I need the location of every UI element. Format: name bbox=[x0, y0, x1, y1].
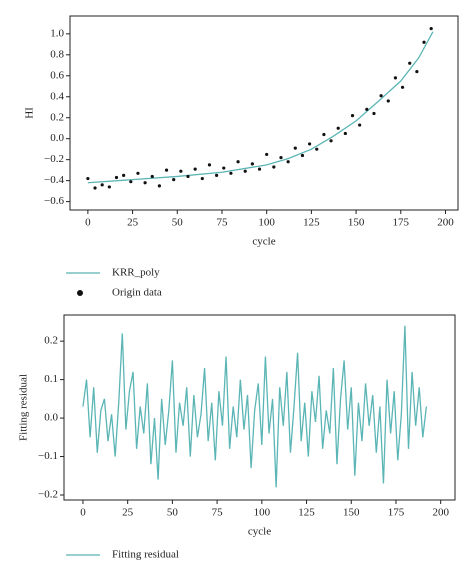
data-point bbox=[207, 163, 212, 167]
data-point bbox=[200, 176, 204, 181]
data-point bbox=[365, 107, 369, 111]
data-point bbox=[358, 123, 362, 127]
data-point bbox=[257, 167, 262, 171]
x-tick-label: 50 bbox=[172, 217, 184, 229]
data-point bbox=[350, 114, 355, 118]
data-point bbox=[143, 181, 147, 185]
data-point bbox=[172, 177, 176, 182]
legend-swatch bbox=[77, 290, 83, 296]
data-point bbox=[236, 160, 240, 164]
x-tick-label: 150 bbox=[348, 217, 365, 229]
data-point bbox=[93, 186, 97, 190]
data-point bbox=[114, 175, 119, 180]
y-tick-label: −0.2 bbox=[38, 489, 58, 501]
data-point bbox=[408, 61, 412, 65]
x-tick-label: 200 bbox=[437, 217, 454, 229]
data-point bbox=[415, 69, 419, 74]
data-point bbox=[86, 176, 90, 181]
data-point bbox=[193, 167, 197, 171]
y-axis-label: HI bbox=[24, 107, 36, 119]
plot-frame bbox=[63, 314, 456, 501]
y-tick-label: 0.2 bbox=[50, 111, 64, 123]
data-point bbox=[422, 40, 426, 44]
plot-frame bbox=[69, 15, 459, 211]
data-point bbox=[136, 171, 140, 175]
x-axis-label: cycle bbox=[248, 526, 271, 538]
y-tick-label: 0.8 bbox=[50, 48, 64, 60]
data-point bbox=[379, 94, 383, 98]
data-point bbox=[186, 174, 190, 179]
data-line bbox=[82, 325, 428, 488]
x-tick-label: 25 bbox=[122, 507, 134, 519]
data-point bbox=[300, 153, 305, 158]
x-tick-label: 75 bbox=[212, 507, 224, 519]
data-point bbox=[100, 183, 104, 187]
y-tick-label: 0.0 bbox=[44, 412, 58, 424]
data-point bbox=[293, 146, 297, 150]
data-point bbox=[129, 180, 133, 184]
data-point bbox=[386, 99, 390, 103]
y-tick-label: 0.0 bbox=[50, 132, 64, 144]
y-tick-label: 0.1 bbox=[44, 373, 58, 385]
data-point bbox=[286, 160, 290, 164]
data-point bbox=[372, 111, 376, 116]
x-tick-label: 100 bbox=[254, 507, 271, 519]
data-line bbox=[87, 31, 434, 184]
legend-label: KRR_poly bbox=[112, 267, 160, 279]
data-point bbox=[222, 166, 226, 170]
x-tick-label: 50 bbox=[167, 507, 179, 519]
y-tick-label: −0.1 bbox=[38, 450, 58, 462]
x-tick-label: 100 bbox=[258, 217, 275, 229]
data-point bbox=[322, 132, 326, 137]
data-point bbox=[150, 174, 154, 179]
data-point bbox=[250, 162, 254, 166]
data-point bbox=[279, 155, 283, 160]
data-point bbox=[229, 171, 233, 175]
data-point bbox=[429, 26, 433, 31]
legend-label: Fitting residual bbox=[112, 549, 179, 561]
x-tick-label: 125 bbox=[298, 507, 315, 519]
x-tick-label: 200 bbox=[432, 507, 449, 519]
data-point bbox=[265, 152, 269, 157]
data-point bbox=[329, 139, 333, 143]
data-point bbox=[157, 184, 162, 188]
data-point bbox=[307, 142, 312, 146]
data-point bbox=[343, 131, 347, 136]
y-tick-label: −0.4 bbox=[44, 174, 64, 186]
data-point bbox=[243, 169, 247, 173]
x-tick-label: 150 bbox=[343, 507, 360, 519]
data-point bbox=[315, 147, 319, 151]
data-point bbox=[215, 173, 219, 177]
legend-label: Origin data bbox=[112, 287, 162, 299]
data-point bbox=[164, 168, 169, 172]
data-point bbox=[179, 169, 183, 173]
x-tick-label: 0 bbox=[85, 217, 91, 229]
x-tick-label: 175 bbox=[393, 217, 410, 229]
data-point bbox=[122, 173, 126, 177]
x-tick-label: 125 bbox=[303, 217, 320, 229]
data-point bbox=[400, 85, 405, 89]
x-tick-label: 25 bbox=[127, 217, 139, 229]
x-tick-label: 0 bbox=[80, 507, 86, 519]
data-point bbox=[393, 76, 398, 80]
data-point bbox=[336, 126, 340, 130]
data-point bbox=[272, 165, 276, 169]
y-tick-label: −0.6 bbox=[44, 195, 64, 207]
x-axis-label: cycle bbox=[252, 236, 275, 248]
y-tick-label: −0.2 bbox=[44, 153, 64, 165]
y-tick-label: 1.0 bbox=[50, 27, 64, 39]
x-tick-label: 75 bbox=[216, 217, 228, 229]
data-point bbox=[107, 185, 111, 189]
x-tick-label: 175 bbox=[388, 507, 405, 519]
y-tick-label: 0.2 bbox=[44, 335, 58, 347]
y-axis-label: Fitting residual bbox=[18, 374, 30, 441]
y-tick-label: 0.4 bbox=[50, 90, 64, 102]
y-tick-label: 0.6 bbox=[50, 69, 64, 81]
